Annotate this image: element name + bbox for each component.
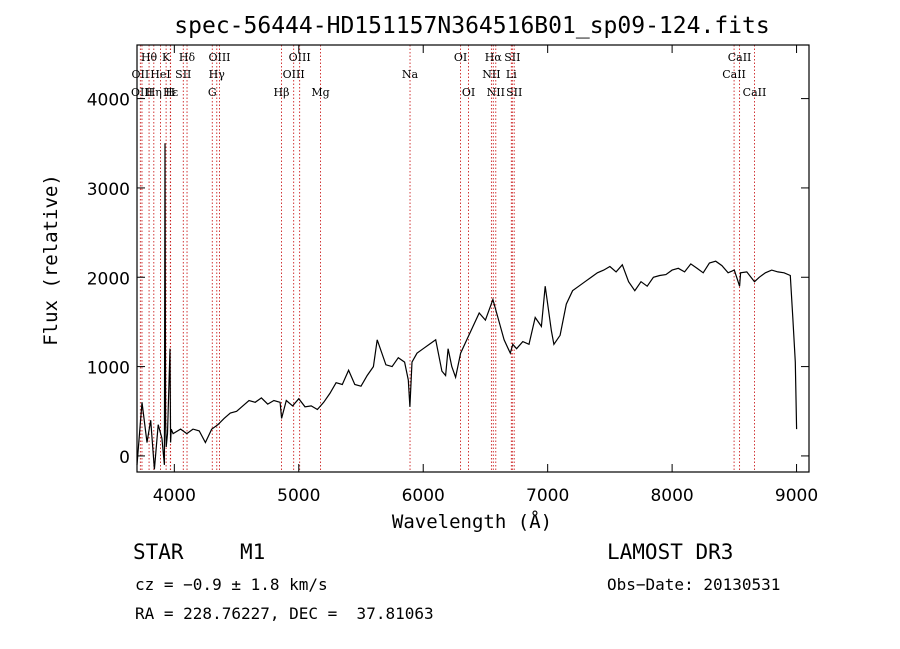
object-subclass: M1 xyxy=(240,540,266,564)
line-label-11: Hγ xyxy=(209,68,226,81)
line-label-13: Hβ xyxy=(274,86,290,99)
line-label-14: OIII xyxy=(289,51,311,64)
line-label-23: SII xyxy=(504,51,520,64)
observation-date: Obs−Date: 20130531 xyxy=(607,575,781,594)
y-axis-label: Flux (relative) xyxy=(40,174,62,346)
line-label-16: Mg xyxy=(311,86,329,99)
y-tick-label-2: 2000 xyxy=(87,269,130,289)
line-label-21: NII xyxy=(482,68,500,81)
y-tick-label-1: 1000 xyxy=(87,359,130,379)
line-label-0: Hθ xyxy=(141,51,158,64)
line-label-6: Hε xyxy=(163,86,179,99)
coordinates: RA = 228.76227, DEC = 37.81063 xyxy=(135,604,434,623)
line-label-4: K xyxy=(162,51,171,64)
line-label-5: HeI xyxy=(150,68,170,81)
redshift-cz: cz = −0.9 ± 1.8 km/s xyxy=(135,575,328,594)
x-axis-ticks: 4000 5000 6000 7000 8000 9000 xyxy=(153,45,818,506)
x-tick-label-3: 7000 xyxy=(526,486,569,506)
line-label-22: NII xyxy=(487,86,505,99)
y-tick-label-0: 0 xyxy=(119,448,130,468)
line-label-19: OI xyxy=(462,86,475,99)
line-label-26: CaII xyxy=(728,51,752,64)
y-axis-ticks: 0 1000 2000 3000 4000 xyxy=(87,91,809,468)
line-label-25: SII xyxy=(506,86,522,99)
line-label-24: Li xyxy=(506,68,517,81)
line-label-17: Na xyxy=(402,68,419,81)
line-label-15: OIII xyxy=(283,68,305,81)
line-label-9: Hδ xyxy=(179,51,196,64)
line-label-7: H xyxy=(166,86,176,99)
line-label-3: Hη xyxy=(146,86,162,99)
line-label-18: OI xyxy=(454,51,467,64)
x-tick-label-5: 9000 xyxy=(775,486,818,506)
y-tick-label-4: 4000 xyxy=(87,91,130,111)
chart-title: spec-56444-HD151157N364516B01_sp09-124.f… xyxy=(174,13,769,39)
survey-name: LAMOST DR3 xyxy=(607,540,734,564)
line-label-10: OIII xyxy=(208,51,230,64)
line-label-12: G xyxy=(208,86,217,99)
spectral-line-markers xyxy=(139,45,755,472)
line-label-1: OII xyxy=(132,68,150,81)
plot-frame xyxy=(136,44,810,473)
object-type: STAR xyxy=(133,540,184,564)
line-label-20: Hα xyxy=(485,51,503,64)
x-tick-label-4: 8000 xyxy=(650,486,693,506)
line-label-8: SII xyxy=(175,68,191,81)
x-tick-label-1: 5000 xyxy=(277,486,320,506)
spectrum-line xyxy=(136,143,798,470)
x-tick-label-2: 6000 xyxy=(402,486,445,506)
x-tick-label-0: 4000 xyxy=(153,486,196,506)
y-tick-label-3: 3000 xyxy=(87,180,130,200)
x-axis-label: Wavelength (Å) xyxy=(392,510,552,533)
line-label-28: CaII xyxy=(743,86,767,99)
line-label-27: CaII xyxy=(722,68,746,81)
